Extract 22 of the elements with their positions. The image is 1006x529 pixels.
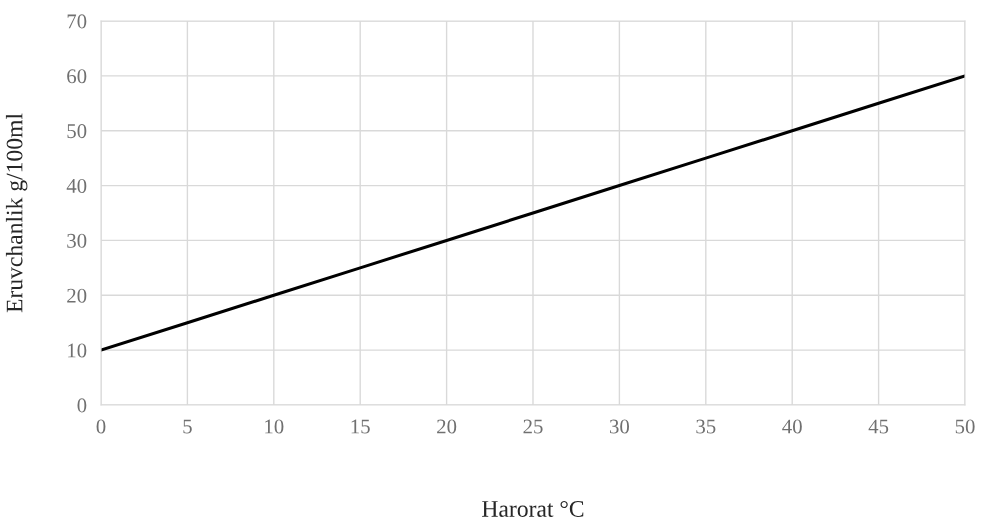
x-tick-label: 30 [609, 419, 630, 434]
x-tick-label: 15 [351, 419, 370, 434]
line-series [101, 74, 965, 352]
y-tick-label: 60 [67, 69, 87, 84]
y-tick-label: 0 [77, 398, 87, 413]
x-tick-label: 25 [523, 419, 543, 434]
y-axis-title: Eruvchanlik g/100ml [5, 113, 28, 313]
x-tick-label: 5 [183, 419, 192, 434]
x-tick-label: 40 [782, 419, 802, 434]
x-tick-label: 50 [955, 419, 975, 434]
y-tick-label: 10 [68, 343, 87, 358]
x-tick-label: 0 [96, 419, 106, 434]
y-tick-label: 20 [67, 288, 87, 303]
y-tick-label: 40 [66, 178, 87, 193]
x-tick-label: 45 [868, 419, 889, 434]
x-tick-label: 10 [265, 419, 284, 434]
x-tick-label: 35 [696, 419, 716, 434]
y-tick-label: 30 [67, 233, 87, 248]
y-tick-label: 50 [67, 124, 87, 139]
x-axis-title: Harorat °C [482, 500, 584, 517]
x-tick-label: 20 [437, 419, 457, 434]
y-tick-label: 70 [67, 14, 87, 29]
